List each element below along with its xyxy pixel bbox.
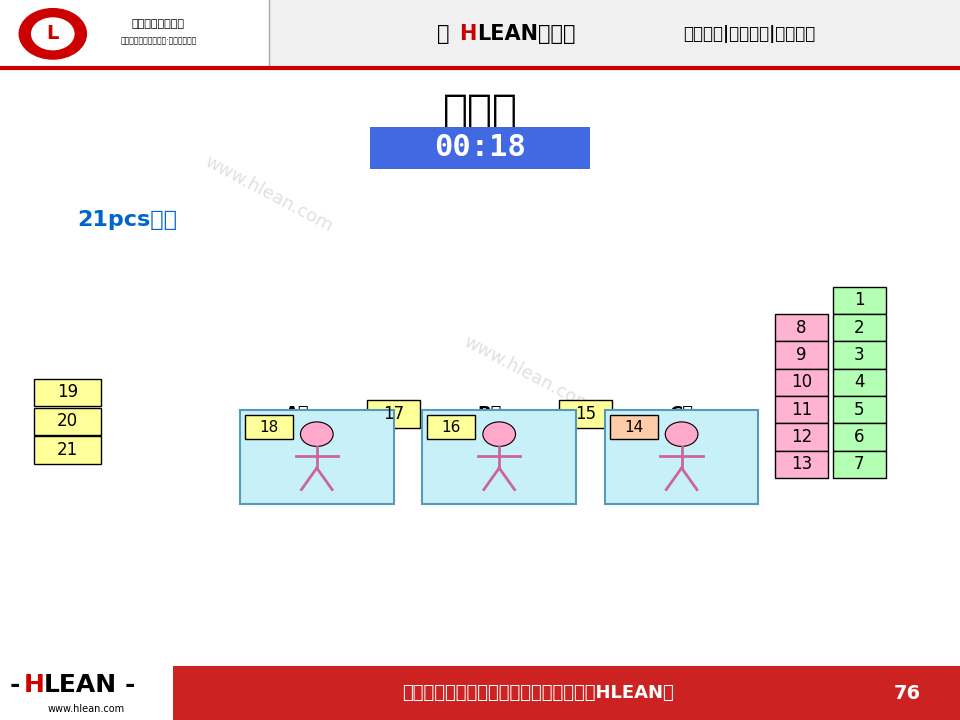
Text: 10: 10 xyxy=(791,374,812,392)
Text: 7: 7 xyxy=(854,455,864,474)
Text: 17: 17 xyxy=(383,405,404,423)
Text: 20: 20 xyxy=(57,412,78,431)
FancyBboxPatch shape xyxy=(34,379,101,406)
Circle shape xyxy=(665,422,698,446)
FancyBboxPatch shape xyxy=(559,400,612,428)
Text: B站: B站 xyxy=(477,405,502,423)
FancyBboxPatch shape xyxy=(833,287,886,314)
Text: www.hlean.com: www.hlean.com xyxy=(202,153,336,236)
Text: H: H xyxy=(459,24,476,44)
Text: 做行业标杆，找精弘益；要幸福高效，用HLEAN！: 做行业标杆，找精弘益；要幸福高效，用HLEAN！ xyxy=(401,684,674,703)
Text: -: - xyxy=(125,673,135,698)
FancyBboxPatch shape xyxy=(605,410,758,504)
FancyBboxPatch shape xyxy=(34,436,101,464)
Text: 6: 6 xyxy=(854,428,864,446)
Text: C站: C站 xyxy=(669,405,693,423)
FancyBboxPatch shape xyxy=(367,400,420,428)
FancyBboxPatch shape xyxy=(0,666,173,720)
Text: -: - xyxy=(10,673,20,698)
FancyBboxPatch shape xyxy=(610,415,658,439)
FancyBboxPatch shape xyxy=(776,314,828,341)
Text: A站: A站 xyxy=(285,405,310,423)
Text: 5: 5 xyxy=(854,400,864,419)
FancyBboxPatch shape xyxy=(370,127,590,169)
Circle shape xyxy=(300,422,333,446)
Circle shape xyxy=(32,18,74,50)
FancyBboxPatch shape xyxy=(34,408,101,435)
Circle shape xyxy=(483,422,516,446)
Text: 9: 9 xyxy=(797,346,806,364)
Text: 18: 18 xyxy=(259,420,278,435)
Text: 1: 1 xyxy=(853,291,865,310)
Text: 精益生产|智能制造|管理前沿: 精益生产|智能制造|管理前沿 xyxy=(683,25,815,43)
Text: 【: 【 xyxy=(437,24,449,44)
Text: L: L xyxy=(47,24,59,43)
Circle shape xyxy=(19,9,86,59)
Text: www.hlean.com: www.hlean.com xyxy=(48,704,125,714)
FancyBboxPatch shape xyxy=(0,666,960,720)
Text: 13: 13 xyxy=(791,455,812,474)
FancyBboxPatch shape xyxy=(776,451,828,478)
FancyBboxPatch shape xyxy=(833,423,886,451)
Text: 4: 4 xyxy=(854,373,864,392)
Text: www.hlean.com: www.hlean.com xyxy=(461,333,595,416)
FancyBboxPatch shape xyxy=(833,314,886,341)
FancyBboxPatch shape xyxy=(776,396,828,423)
Text: 12: 12 xyxy=(791,428,812,446)
Text: 15: 15 xyxy=(575,405,596,423)
FancyBboxPatch shape xyxy=(422,410,576,504)
Text: H: H xyxy=(24,673,45,698)
FancyBboxPatch shape xyxy=(833,396,886,423)
FancyBboxPatch shape xyxy=(776,341,828,369)
Text: LEAN: LEAN xyxy=(44,673,117,698)
Text: 单件流: 单件流 xyxy=(443,91,517,132)
Text: 21: 21 xyxy=(57,441,78,459)
Text: 16: 16 xyxy=(442,420,461,435)
Text: 精益生产促进中心: 精益生产促进中心 xyxy=(132,19,185,29)
Text: 2: 2 xyxy=(853,318,865,337)
FancyBboxPatch shape xyxy=(245,415,293,439)
FancyBboxPatch shape xyxy=(240,410,394,504)
Text: 3: 3 xyxy=(853,346,865,364)
FancyBboxPatch shape xyxy=(776,369,828,396)
Text: 00:18: 00:18 xyxy=(434,133,526,162)
FancyBboxPatch shape xyxy=(833,369,886,396)
FancyBboxPatch shape xyxy=(833,451,886,478)
Text: 11: 11 xyxy=(791,400,812,419)
Text: 中国先进精益管理体系·智能制造系统: 中国先进精益管理体系·智能制造系统 xyxy=(120,37,197,45)
Text: 76: 76 xyxy=(894,684,921,703)
Text: 19: 19 xyxy=(57,383,78,402)
FancyBboxPatch shape xyxy=(833,341,886,369)
Text: 21pcs产品: 21pcs产品 xyxy=(77,210,177,230)
FancyBboxPatch shape xyxy=(427,415,475,439)
Text: LEAN学堂】: LEAN学堂】 xyxy=(477,24,576,44)
FancyBboxPatch shape xyxy=(0,0,960,68)
Text: 8: 8 xyxy=(797,318,806,337)
Text: 14: 14 xyxy=(624,420,643,435)
FancyBboxPatch shape xyxy=(0,0,269,68)
FancyBboxPatch shape xyxy=(776,423,828,451)
